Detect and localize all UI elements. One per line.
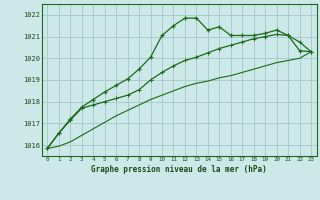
X-axis label: Graphe pression niveau de la mer (hPa): Graphe pression niveau de la mer (hPa) — [91, 165, 267, 174]
